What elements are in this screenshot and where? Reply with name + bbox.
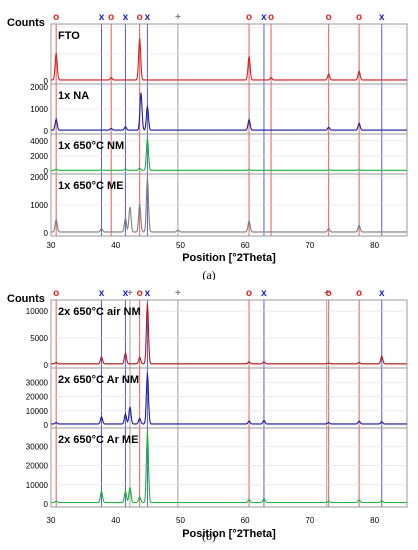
x-axis-label: Position [°2Theta] (182, 252, 276, 264)
y-tick-label: 0 (44, 421, 49, 430)
y-tick-label: 30000 (26, 442, 49, 451)
y-tick-label: 0 (44, 500, 49, 509)
x-tick-label: 50 (176, 516, 185, 525)
phase-marker: o (268, 12, 274, 23)
x-tick-label: 30 (47, 516, 56, 525)
phase-marker: x (261, 288, 267, 299)
phase-marker: o (246, 12, 252, 23)
series-line (51, 92, 407, 131)
y-tick-label: 2000 (30, 83, 48, 92)
x-tick-label: 40 (111, 241, 120, 250)
x-tick-label: 60 (241, 516, 250, 525)
phase-marker: x (379, 12, 385, 23)
subplot-frame (50, 427, 408, 508)
phase-marker: x (261, 12, 267, 23)
series-label: 2x 650°C Ar ME (58, 434, 138, 446)
phase-marker: o (137, 12, 143, 23)
y-tick-label: 0 (44, 229, 49, 238)
phase-marker: + (175, 288, 181, 299)
caption-a: (a) (202, 268, 216, 282)
phase-marker: o (108, 12, 114, 23)
y-tick-label: 5000 (30, 334, 48, 343)
phase-marker: x (123, 12, 129, 23)
phase-marker: + (175, 12, 181, 23)
phase-marker: x (379, 288, 385, 299)
series-label: 1x 650°C NM (58, 140, 124, 152)
y-tick-label: 30000 (26, 378, 49, 387)
series-line (51, 431, 407, 504)
phase-marker: o (137, 288, 143, 299)
y-tick-label: 10000 (26, 307, 49, 316)
x-tick-label: 70 (305, 241, 314, 250)
y-tick-label: 1000 (30, 201, 48, 210)
caption-b: (b) (202, 529, 216, 543)
phase-marker: x (145, 12, 151, 23)
y-tick-label: 2000 (30, 173, 48, 182)
x-tick-label: 30 (47, 241, 56, 250)
series-line (51, 137, 407, 171)
phase-marker: o (53, 288, 59, 299)
phase-marker: x (123, 288, 129, 299)
x-tick-label: 60 (241, 241, 250, 250)
series-label: 2x 650°C air NM (58, 306, 141, 318)
series-line (51, 303, 407, 365)
phase-marker: + (127, 288, 133, 299)
phase-marker: o (246, 288, 252, 299)
y-axis-label: Counts (7, 17, 45, 29)
x-axis-label: Position [°2Theta] (182, 528, 276, 540)
phase-marker: o (326, 288, 332, 299)
phase-marker: + (324, 288, 330, 299)
series-label: 1x NA (58, 90, 89, 102)
y-tick-label: 2000 (30, 152, 48, 161)
phase-marker: o (356, 12, 362, 23)
x-tick-label: 80 (370, 241, 379, 250)
series-line (51, 38, 407, 81)
phase-marker: o (326, 12, 332, 23)
x-tick-label: 70 (305, 516, 314, 525)
phase-marker: x (145, 288, 151, 299)
y-tick-label: 20000 (26, 462, 49, 471)
y-tick-label: 4000 (30, 137, 48, 146)
y-tick-label: 0 (44, 127, 49, 136)
chart-background (4, 280, 414, 546)
phase-marker: x (99, 12, 105, 23)
y-tick-label: 0 (44, 167, 49, 176)
phase-marker: x (99, 288, 105, 299)
y-tick-label: 1000 (30, 105, 48, 114)
series-line (51, 177, 407, 233)
y-tick-label: 0 (44, 77, 49, 86)
series-label: 2x 650°C Ar NM (58, 374, 139, 386)
y-tick-label: 0 (44, 361, 49, 370)
phase-marker: o (53, 12, 59, 23)
series-line (51, 372, 407, 425)
y-tick-label: 20000 (26, 393, 49, 402)
y-tick-label: 10000 (26, 481, 49, 490)
phase-marker: o (356, 288, 362, 299)
series-label: FTO (58, 30, 80, 42)
y-axis-label: Counts (7, 293, 45, 305)
series-label: 1x 650°C ME (58, 180, 124, 192)
x-tick-label: 40 (111, 516, 120, 525)
y-tick-label: 10000 (26, 407, 49, 416)
chart-background (4, 4, 414, 266)
x-tick-label: 50 (176, 241, 185, 250)
x-tick-label: 80 (370, 516, 379, 525)
